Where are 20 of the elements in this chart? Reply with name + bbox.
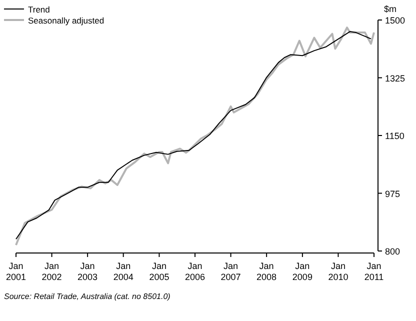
x-tick-label: Jan 2004 bbox=[113, 261, 134, 282]
y-tick-label: 1325 bbox=[385, 73, 406, 84]
x-tick-label: Jan 2003 bbox=[78, 261, 98, 282]
legend-label: Trend bbox=[28, 4, 50, 14]
y-tick-label: 975 bbox=[385, 188, 400, 199]
y-tick-label: 1150 bbox=[385, 131, 404, 141]
legend-label: Seasonally adjusted bbox=[28, 16, 104, 26]
x-tick-label: Jan 2007 bbox=[220, 261, 241, 282]
y-tick-label: 800 bbox=[385, 246, 400, 256]
x-tick-label: Jan 2010 bbox=[328, 261, 348, 282]
x-tick-label: Jan 2006 bbox=[184, 261, 206, 282]
x-tick-label: Jan 2005 bbox=[149, 261, 170, 282]
y-tick-label: 1500 bbox=[385, 16, 406, 26]
x-tick-label: Jan 2008 bbox=[256, 261, 277, 282]
y-axis-title: $m bbox=[384, 4, 397, 14]
x-tick-label: Jan 2001 bbox=[6, 261, 26, 282]
source-note: Source: Retail Trade, Australia (cat. no 8501.0) bbox=[4, 292, 171, 301]
x-tick-label: Jan 2009 bbox=[292, 261, 312, 282]
x-tick-label: Jan 2011 bbox=[364, 261, 384, 282]
x-tick-label: Jan 2002 bbox=[42, 261, 62, 282]
